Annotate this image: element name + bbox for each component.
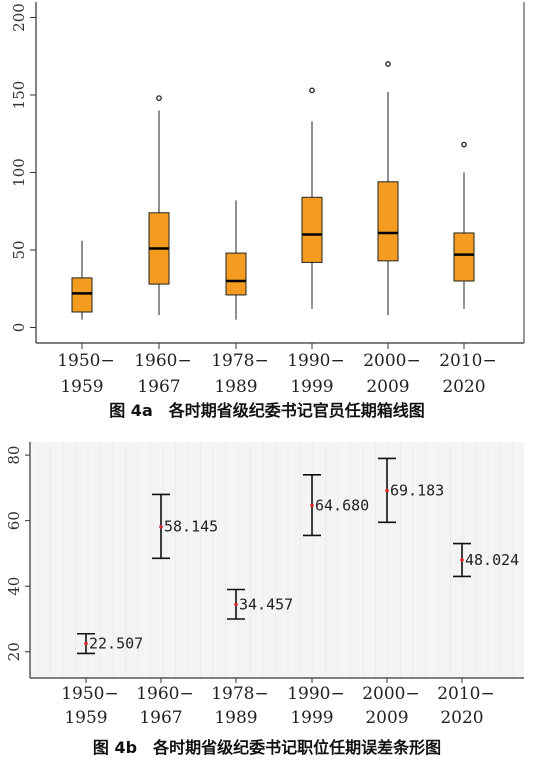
x-tick-label: 2010− [439,351,497,371]
box-iqr [71,277,93,313]
y-tick-label: 60 [5,511,23,530]
x-tick-label: 1999 [290,708,333,728]
y-tick-label: 80 [5,446,23,465]
box-plot-chart: 0 50 100 150 200 1950− 1959 1960− 1967 1978− 1989 1… [10,2,525,397]
x-tick-label: 2000− [362,684,420,704]
x-tick-label: 1967 [137,377,180,397]
x-tick-label: 1989 [214,377,257,397]
x-tick-label: 1950− [61,684,119,704]
mean-point [460,558,464,562]
x-tick-label: 1950− [57,351,115,371]
x-tick-label: 2000− [363,351,421,371]
error-bar-chart: 20 40 60 80 1950− 1959 1960− 1967 1978− 1989 1990−… [5,442,524,728]
box-iqr [377,181,399,262]
x-tick-label: 1990− [287,684,345,704]
x-tick-label: 1989 [214,708,257,728]
x-tick-label: 1978− [211,351,269,371]
mean-value-label: 69.183 [390,482,444,500]
mean-point [310,503,314,508]
box-iqr [225,252,247,296]
box-outlier [156,95,162,101]
x-tick-label: 1960− [134,351,192,371]
box-outlier [309,87,315,94]
x-tick-label: 1960− [136,684,194,704]
x-tick-label: 1959 [64,708,107,728]
mean-value-label: 22.507 [89,635,143,653]
x-tick-label: 2020 [442,377,485,397]
y-tick-label: 40 [5,577,23,596]
error-bar-caption: 图 4b 各时期省级纪委书记职位任期误差条形图 [93,738,441,757]
x-tick-label: 1978− [211,684,269,704]
y-tick-label: 100 [10,158,28,187]
y-tick-label: 200 [10,3,28,32]
box-outlier [385,61,391,67]
y-tick-label: 150 [10,81,28,110]
box-plot-caption: 图 4a 各时期省级纪委书记官员任期箱线图 [109,401,425,420]
mean-point [385,488,389,493]
y-tick-label: 20 [5,642,23,661]
mean-point [84,641,88,646]
plot-background [30,442,524,678]
x-tick-label: 2009 [366,377,409,397]
x-tick-label: 1959 [60,377,103,397]
box-iqr [453,232,475,282]
x-tick-label: 2020 [440,708,483,728]
plot-background [36,2,524,343]
mean-point [234,602,238,607]
mean-value-label: 34.457 [239,595,293,613]
mean-point [159,524,163,529]
mean-value-label: 58.145 [164,518,218,536]
x-tick-label: 1999 [290,377,333,397]
box-outlier [461,141,467,148]
x-tick-label: 2009 [365,708,408,728]
x-tick-label: 1967 [139,708,182,728]
mean-value-label: 48.024 [465,551,519,569]
mean-value-label: 64.680 [315,496,369,514]
y-tick-label: 0 [10,323,28,333]
x-tick-label: 2010− [437,684,495,704]
box-iqr [301,196,323,263]
x-tick-label: 1990− [287,351,345,371]
y-tick-label: 50 [10,240,28,259]
